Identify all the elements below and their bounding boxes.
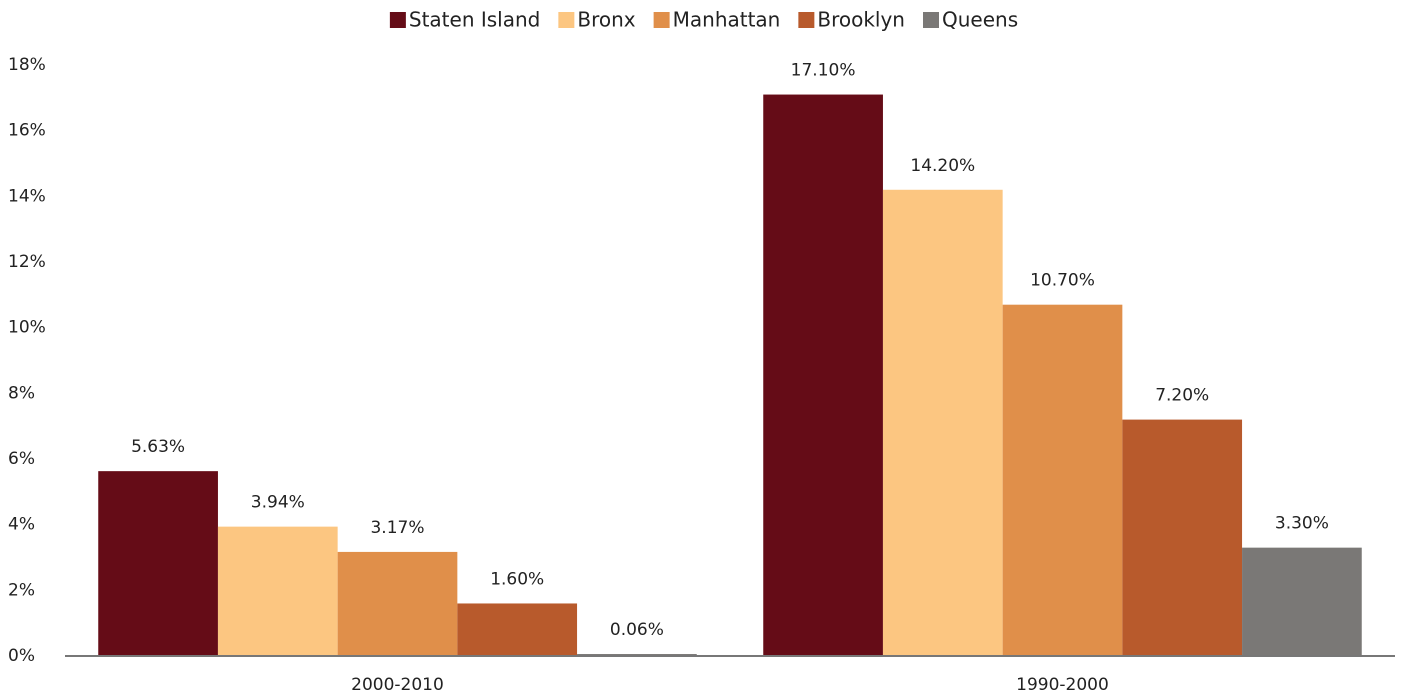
bar [763, 94, 883, 657]
y-tick-label: 10% [8, 318, 46, 338]
legend-swatch [653, 12, 670, 28]
bar [337, 551, 458, 656]
legend-swatch [798, 12, 815, 28]
x-tick-label: 2000-2010 [351, 675, 444, 695]
legend-swatch [558, 12, 575, 28]
data-label: 5.63% [131, 437, 185, 457]
legend-label: Brooklyn [817, 8, 905, 32]
legend: Staten Island Bronx Manhattan Brooklyn Queen… [389, 8, 1018, 32]
bar [1002, 304, 1123, 656]
legend-label: Bronx [577, 8, 635, 32]
data-label: 0.06% [610, 620, 664, 640]
y-tick-label: 6% [8, 449, 35, 469]
y-tick-label: 2% [8, 580, 35, 600]
legend-label: Staten Island [409, 8, 540, 32]
bar [98, 471, 218, 656]
data-label: 14.20% [910, 156, 975, 176]
data-label: 3.94% [251, 493, 305, 513]
legend-label: Manhattan [673, 8, 781, 32]
data-label: 10.70% [1030, 271, 1095, 291]
legend-swatch [389, 12, 406, 28]
y-tick-label: 18% [8, 55, 46, 75]
legend-swatch [923, 12, 939, 28]
y-tick-label: 8% [8, 383, 35, 403]
data-label: 3.30% [1275, 514, 1329, 534]
data-label: 3.17% [370, 518, 424, 538]
bar [1122, 419, 1243, 656]
y-tick-label: 4% [8, 515, 35, 535]
bar [217, 526, 338, 656]
y-tick-label: 14% [8, 186, 46, 206]
data-label: 17.10% [791, 61, 856, 81]
y-tick-label: 0% [8, 646, 35, 666]
x-tick-label: 1990-2000 [1016, 675, 1109, 695]
bar [457, 603, 578, 656]
legend-label: Queens [942, 8, 1018, 32]
y-tick-label: 16% [8, 121, 46, 141]
data-label: 1.60% [490, 569, 544, 589]
y-tick-label: 12% [8, 252, 46, 272]
data-label: 7.20% [1155, 386, 1209, 406]
bar [882, 189, 1003, 656]
bar [1242, 547, 1362, 656]
